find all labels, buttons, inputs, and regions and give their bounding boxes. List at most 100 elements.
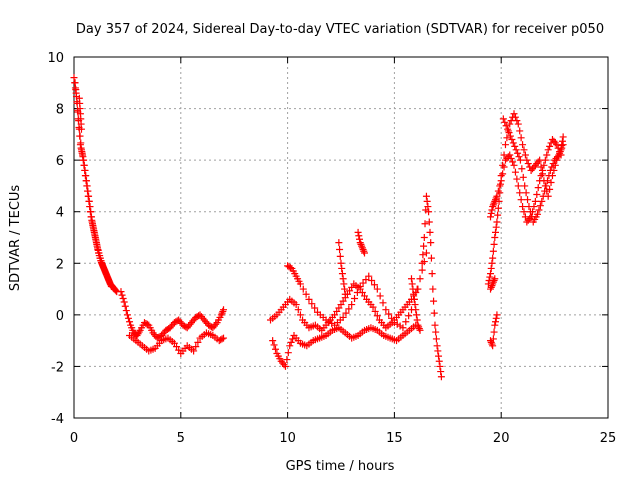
data-point bbox=[556, 148, 564, 156]
data-point bbox=[431, 321, 439, 329]
data-point bbox=[220, 334, 228, 342]
series-segment-2a bbox=[269, 321, 420, 370]
data-point bbox=[491, 234, 499, 241]
data-point bbox=[424, 203, 432, 211]
data-point bbox=[491, 321, 499, 329]
data-point bbox=[412, 311, 420, 319]
data-point bbox=[489, 201, 497, 209]
data-point bbox=[102, 270, 110, 278]
data-point bbox=[87, 208, 95, 216]
data-point bbox=[496, 182, 504, 190]
data-point bbox=[487, 209, 495, 217]
data-point bbox=[489, 203, 497, 211]
data-point bbox=[121, 302, 129, 310]
data-point bbox=[514, 182, 522, 190]
data-point bbox=[107, 281, 115, 289]
x-tick-label: 10 bbox=[279, 431, 296, 446]
data-point bbox=[382, 306, 390, 314]
data-point bbox=[511, 168, 519, 176]
data-point bbox=[434, 347, 442, 355]
data-point bbox=[510, 161, 518, 169]
data-point bbox=[420, 234, 428, 241]
data-point bbox=[337, 259, 345, 267]
series-decay bbox=[70, 74, 121, 296]
data-point bbox=[194, 338, 202, 346]
data-point bbox=[408, 280, 416, 288]
data-point bbox=[521, 182, 529, 190]
data-point bbox=[488, 259, 496, 267]
data-point bbox=[538, 197, 546, 205]
data-point bbox=[341, 290, 349, 298]
data-point bbox=[494, 211, 502, 219]
data-point bbox=[487, 285, 495, 293]
data-point bbox=[76, 132, 84, 140]
data-point bbox=[559, 133, 567, 141]
data-point bbox=[376, 292, 384, 300]
data-point bbox=[348, 301, 356, 309]
data-point bbox=[553, 141, 561, 149]
data-point bbox=[308, 300, 316, 308]
data-point bbox=[520, 208, 528, 216]
data-point bbox=[517, 134, 525, 142]
data-point bbox=[524, 196, 532, 204]
y-tick-label: -2 bbox=[51, 360, 64, 375]
data-point bbox=[543, 151, 551, 159]
data-point bbox=[507, 154, 515, 162]
data-point bbox=[489, 278, 497, 286]
data-point bbox=[538, 166, 546, 174]
data-point bbox=[77, 125, 85, 133]
data-point bbox=[112, 287, 120, 295]
data-point bbox=[488, 282, 496, 290]
data-point bbox=[423, 197, 431, 205]
data-point bbox=[513, 175, 521, 183]
series-segment-2c bbox=[284, 249, 430, 332]
data-point bbox=[284, 349, 292, 357]
data-point bbox=[353, 289, 361, 297]
data-point bbox=[526, 208, 534, 216]
data-point bbox=[419, 251, 427, 259]
series-edge-19.5 bbox=[487, 275, 499, 293]
data-point bbox=[486, 273, 494, 281]
data-point bbox=[503, 134, 511, 142]
data-point bbox=[124, 314, 132, 322]
data-point bbox=[411, 301, 419, 309]
data-point bbox=[360, 249, 368, 257]
data-point bbox=[120, 298, 128, 306]
data-point bbox=[514, 120, 522, 128]
data-point bbox=[487, 270, 495, 278]
data-point bbox=[506, 120, 514, 128]
data-point bbox=[430, 309, 438, 317]
data-point bbox=[516, 127, 524, 135]
data-point bbox=[94, 246, 102, 254]
data-point bbox=[72, 86, 80, 94]
data-point bbox=[418, 266, 426, 274]
x-tick-label: 20 bbox=[493, 431, 510, 446]
data-point bbox=[77, 146, 85, 154]
series-segment-3b bbox=[487, 136, 565, 226]
data-point bbox=[311, 304, 319, 312]
data-point bbox=[505, 129, 513, 137]
data-point bbox=[519, 173, 527, 181]
data-point bbox=[410, 290, 418, 298]
data-point bbox=[536, 202, 544, 210]
data-point bbox=[359, 246, 367, 254]
series-decay-upper bbox=[71, 79, 115, 290]
data-point bbox=[492, 228, 500, 236]
data-point bbox=[358, 244, 366, 252]
data-point bbox=[547, 178, 555, 186]
data-point bbox=[296, 280, 304, 288]
data-point bbox=[542, 182, 550, 190]
data-point bbox=[283, 356, 291, 364]
data-point bbox=[123, 311, 131, 319]
data-point bbox=[500, 163, 508, 171]
data-point bbox=[85, 197, 93, 205]
y-tick-label: 6 bbox=[56, 154, 64, 169]
data-point bbox=[97, 257, 105, 265]
y-axis-ticks: -4 -2 0 2 4 6 8 10 bbox=[47, 51, 608, 427]
data-point bbox=[82, 177, 90, 185]
data-point bbox=[89, 221, 97, 229]
data-point bbox=[410, 295, 418, 303]
data-point bbox=[510, 110, 518, 118]
y-axis-label: SDTVAR / TECUs bbox=[8, 185, 23, 292]
data-point bbox=[559, 141, 567, 149]
